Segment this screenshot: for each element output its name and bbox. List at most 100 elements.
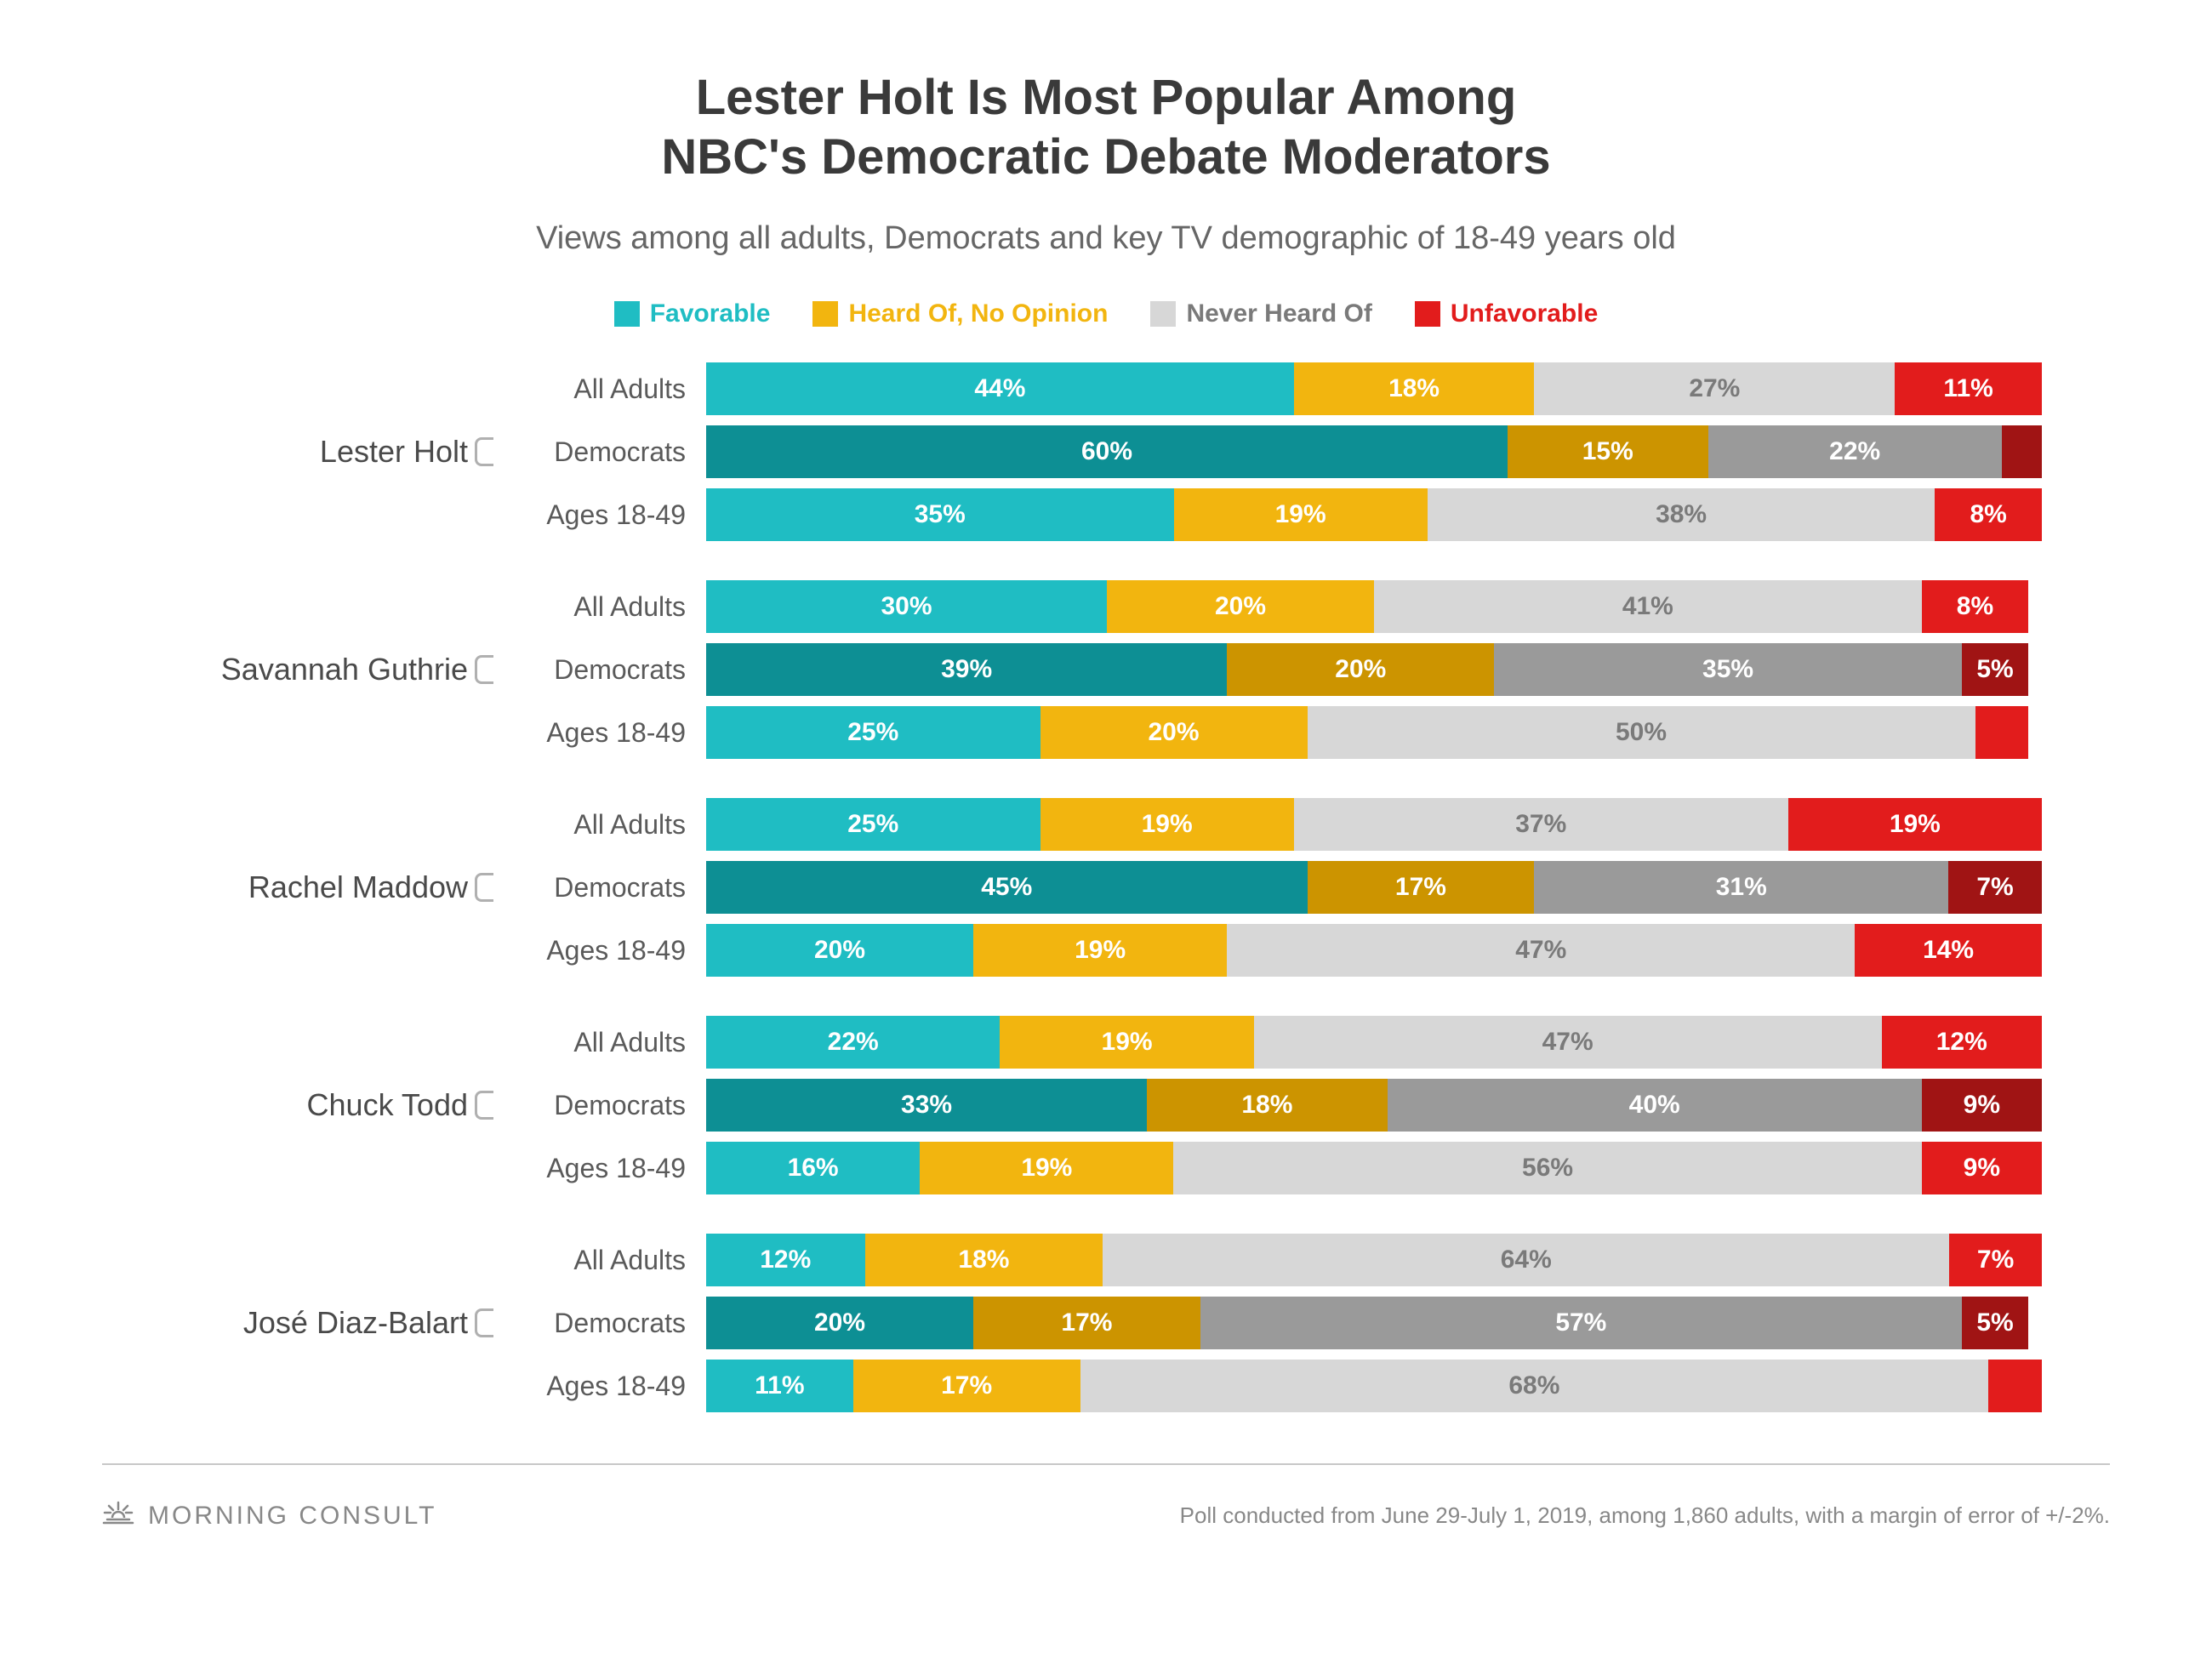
stacked-bar: 25%19%37%19% — [706, 798, 2042, 851]
data-row: Ages 18-4916%19%56%9% — [493, 1142, 2042, 1194]
data-row: All Adults25%19%37%19% — [493, 798, 2042, 851]
group-label: Rachel Maddow — [248, 869, 468, 905]
bar-segment: 20% — [1227, 643, 1494, 696]
group-rows: All Adults44%18%27%11% Democrats60%15%22%… — [493, 362, 2042, 541]
bar-segment: 25% — [706, 798, 1040, 851]
bar-segment: 20% — [706, 924, 973, 977]
stacked-bar: 20%19%47%14% — [706, 924, 2042, 977]
moderator-group: José Diaz-BalartAll Adults12%18%64%7%Dem… — [170, 1234, 2042, 1412]
bar-segment: 14% — [1855, 924, 2042, 977]
bar-segment: 18% — [1294, 362, 1535, 415]
bar-segment: 17% — [973, 1297, 1200, 1349]
chart-body: Lester HoltAll Adults44%18%27%11%Democra… — [170, 362, 2042, 1412]
data-row: Ages 18-4911%17%68% — [493, 1360, 2042, 1412]
bar-segment: 68% — [1080, 1360, 1989, 1412]
row-label: Democrats — [493, 436, 706, 468]
bar-segment: 17% — [853, 1360, 1080, 1412]
stacked-bar: 25%20%50% — [706, 706, 2042, 759]
bar-segment: 45% — [706, 861, 1308, 914]
bar-segment: 39% — [706, 643, 1227, 696]
moderator-group: Lester HoltAll Adults44%18%27%11%Democra… — [170, 362, 2042, 541]
bar-segment: 19% — [1788, 798, 2042, 851]
bar-segment: 22% — [706, 1016, 1000, 1069]
stacked-bar: 44%18%27%11% — [706, 362, 2042, 415]
legend-swatch — [812, 301, 838, 327]
title-line-2: NBC's Democratic Debate Moderators — [661, 129, 1550, 185]
bar-segment: 12% — [706, 1234, 865, 1286]
bar-segment: 9% — [1922, 1079, 2042, 1132]
stacked-bar: 30%20%41%8% — [706, 580, 2042, 633]
group-label: José Diaz-Balart — [243, 1305, 468, 1341]
bar-segment: 35% — [706, 488, 1174, 541]
bar-segment: 7% — [1948, 861, 2042, 914]
bar-segment: 12% — [1882, 1016, 2042, 1069]
bar-segment: 8% — [1935, 488, 2042, 541]
bar-segment — [2002, 425, 2042, 478]
legend: Favorable Heard Of, No Opinion Never Heard… — [102, 299, 2110, 328]
row-label: Democrats — [493, 872, 706, 904]
bar-segment: 31% — [1534, 861, 1948, 914]
legend-item: Never Heard Of — [1150, 299, 1371, 328]
legend-swatch — [1150, 301, 1176, 327]
legend-label: Favorable — [650, 299, 771, 328]
group-rows: All Adults25%19%37%19%Democrats45%17%31%… — [493, 798, 2042, 977]
bar-segment: 37% — [1294, 798, 1788, 851]
moderator-group: Rachel MaddowAll Adults25%19%37%19%Democ… — [170, 798, 2042, 977]
legend-item: Unfavorable — [1415, 299, 1598, 328]
bar-segment — [1988, 1360, 2042, 1412]
bar-segment: 9% — [1922, 1142, 2042, 1194]
data-row: Democrats45%17%31%7% — [493, 861, 2042, 914]
stacked-bar: 20%17%57%5% — [706, 1297, 2042, 1349]
legend-item: Favorable — [614, 299, 771, 328]
bar-segment: 15% — [1508, 425, 1708, 478]
stacked-bar: 35%19%38%8% — [706, 488, 2042, 541]
bar-segment: 41% — [1374, 580, 1922, 633]
bar-segment: 19% — [920, 1142, 1173, 1194]
bar-segment: 60% — [706, 425, 1508, 478]
stacked-bar: 39%20%35%5% — [706, 643, 2042, 696]
bar-segment: 19% — [973, 924, 1227, 977]
legend-label: Heard Of, No Opinion — [848, 299, 1108, 328]
row-label: All Adults — [493, 373, 706, 405]
bar-segment: 20% — [706, 1297, 973, 1349]
footer: MORNING CONSULT Poll conducted from June… — [102, 1463, 2110, 1532]
title-line-1: Lester Holt Is Most Popular Among — [696, 70, 1517, 125]
data-row: Democrats60%15%22% — [493, 425, 2042, 478]
group-label-wrap: Chuck Todd — [170, 1087, 493, 1123]
bracket-icon — [475, 1091, 493, 1120]
bar-segment: 47% — [1227, 924, 1855, 977]
row-label: Democrats — [493, 654, 706, 686]
row-label: Ages 18-49 — [493, 935, 706, 966]
bar-segment: 64% — [1103, 1234, 1949, 1286]
bar-segment: 56% — [1173, 1142, 1921, 1194]
stacked-bar: 12%18%64%7% — [706, 1234, 2042, 1286]
bar-segment: 19% — [1000, 1016, 1253, 1069]
row-label: All Adults — [493, 809, 706, 841]
row-label: All Adults — [493, 1027, 706, 1058]
legend-label: Never Heard Of — [1186, 299, 1371, 328]
group-label: Chuck Todd — [307, 1087, 468, 1123]
bar-segment: 19% — [1040, 798, 1294, 851]
data-row: Democrats39%20%35%5% — [493, 643, 2042, 696]
sunrise-icon — [102, 1499, 134, 1532]
moderator-group: Chuck ToddAll Adults22%19%47%12%Democrat… — [170, 1016, 2042, 1194]
bar-segment: 35% — [1494, 643, 1962, 696]
bar-segment: 5% — [1962, 643, 2029, 696]
bar-segment: 30% — [706, 580, 1107, 633]
data-row: Ages 18-4920%19%47%14% — [493, 924, 2042, 977]
group-rows: All Adults30%20%41%8%Democrats39%20%35%5… — [493, 580, 2042, 759]
legend-swatch — [1415, 301, 1440, 327]
data-row: All Adults30%20%41%8% — [493, 580, 2042, 633]
bar-segment: 20% — [1107, 580, 1374, 633]
stacked-bar: 33%18%40%9% — [706, 1079, 2042, 1132]
bracket-icon — [475, 873, 493, 902]
row-label: Democrats — [493, 1308, 706, 1339]
bar-segment: 50% — [1308, 706, 1975, 759]
stacked-bar: 16%19%56%9% — [706, 1142, 2042, 1194]
group-label-wrap: Rachel Maddow — [170, 869, 493, 905]
bar-segment: 11% — [706, 1360, 853, 1412]
logo-text: MORNING CONSULT — [148, 1502, 436, 1531]
bar-segment: 20% — [1040, 706, 1308, 759]
brand-logo: MORNING CONSULT — [102, 1499, 436, 1532]
bar-segment: 19% — [1174, 488, 1428, 541]
